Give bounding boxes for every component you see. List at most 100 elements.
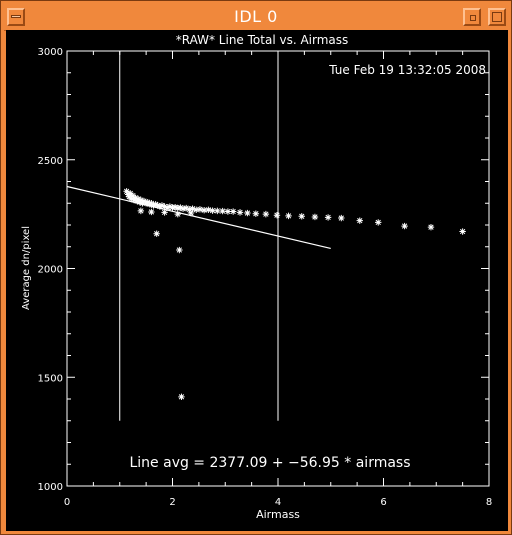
x-tick-label: 4 (275, 497, 281, 508)
data-point (285, 212, 292, 220)
data-point (148, 208, 155, 216)
asterisk-marker (129, 192, 137, 199)
asterisk-marker (171, 203, 179, 211)
asterisk-marker (401, 222, 408, 230)
x-tick-label: 2 (169, 497, 175, 508)
asterisk-marker (133, 197, 141, 205)
data-point (161, 209, 168, 216)
data-point (205, 206, 212, 213)
data-point (136, 198, 143, 206)
asterisk-marker (158, 202, 166, 209)
x-tick-label: 6 (380, 497, 386, 508)
data-point (186, 206, 193, 213)
maximize-button[interactable] (488, 8, 506, 26)
data-point (209, 207, 216, 214)
asterisk-marker (224, 208, 232, 215)
data-point (214, 207, 221, 215)
asterisk-marker (375, 219, 382, 226)
y-axis-label: Average dn/pixel (21, 226, 32, 310)
asterisk-marker (244, 209, 251, 217)
asterisk-marker (311, 213, 319, 221)
asterisk-marker (427, 223, 435, 231)
asterisk-marker (285, 212, 292, 220)
data-point (183, 204, 190, 212)
data-point (229, 208, 237, 215)
asterisk-marker (123, 188, 130, 195)
asterisk-marker (262, 210, 270, 218)
asterisk-marker (179, 205, 187, 212)
asterisk-marker (135, 195, 142, 203)
data-point (298, 213, 305, 220)
asterisk-marker (209, 207, 216, 214)
data-point (171, 203, 179, 211)
asterisk-marker (298, 213, 305, 220)
asterisk-marker (164, 204, 171, 211)
asterisk-marker (137, 207, 145, 215)
data-point (153, 230, 160, 237)
data-point (150, 202, 157, 209)
data-point (252, 210, 260, 217)
asterisk-marker (200, 207, 208, 214)
asterisk-marker (161, 209, 168, 216)
asterisk-marker (127, 190, 134, 197)
asterisk-marker (176, 246, 183, 254)
data-point (177, 204, 184, 211)
asterisk-marker (156, 203, 164, 210)
asterisk-marker (219, 207, 226, 215)
data-point (200, 207, 208, 214)
data-point (189, 205, 196, 212)
asterisk-marker (161, 203, 168, 210)
title-bar[interactable]: IDL 0 (4, 4, 508, 31)
window-menu-button[interactable] (7, 8, 25, 26)
data-point (219, 207, 226, 215)
data-point (137, 207, 145, 215)
data-point (459, 228, 466, 235)
asterisk-marker (236, 209, 244, 216)
data-point (187, 209, 195, 217)
data-point (135, 195, 142, 203)
data-point (132, 194, 139, 202)
asterisk-marker (153, 230, 160, 237)
asterisk-marker (214, 207, 221, 215)
asterisk-marker (128, 195, 135, 203)
data-point (124, 191, 132, 198)
data-point (311, 213, 319, 221)
fit-annotation: Line avg = 2377.09 + −56.95 * airmass (129, 455, 410, 471)
data-point (324, 214, 332, 221)
minimize-button[interactable] (463, 8, 481, 26)
data-point (176, 246, 183, 254)
asterisk-marker (136, 198, 143, 206)
maximize-icon (492, 12, 502, 22)
asterisk-marker (166, 203, 174, 210)
y-tick-label: 2500 (38, 156, 63, 167)
data-point (375, 219, 382, 226)
data-point (262, 210, 270, 218)
asterisk-marker (196, 206, 204, 213)
x-tick-label: 8 (486, 497, 492, 508)
fit-line (66, 185, 331, 250)
data-point (338, 214, 345, 222)
data-point (137, 196, 145, 204)
asterisk-marker (229, 208, 237, 215)
asterisk-marker (178, 393, 185, 401)
plot-canvas: *RAW* Line Total vs. Airmass Tue Feb 19 … (6, 30, 508, 531)
data-point (133, 197, 141, 205)
asterisk-marker (252, 210, 260, 217)
asterisk-marker (338, 214, 345, 222)
data-point (166, 203, 174, 210)
data-point (244, 209, 251, 217)
asterisk-marker (356, 217, 363, 224)
asterisk-marker (124, 191, 132, 198)
asterisk-marker (193, 206, 200, 213)
data-point (158, 202, 166, 209)
data-point (224, 208, 232, 215)
data-point (427, 223, 435, 231)
asterisk-marker (183, 204, 190, 212)
data-point (128, 195, 135, 203)
data-point (156, 203, 164, 210)
y-tick-label: 1500 (38, 373, 63, 384)
data-point (273, 212, 281, 219)
data-point (196, 206, 204, 213)
asterisk-marker (152, 201, 159, 208)
